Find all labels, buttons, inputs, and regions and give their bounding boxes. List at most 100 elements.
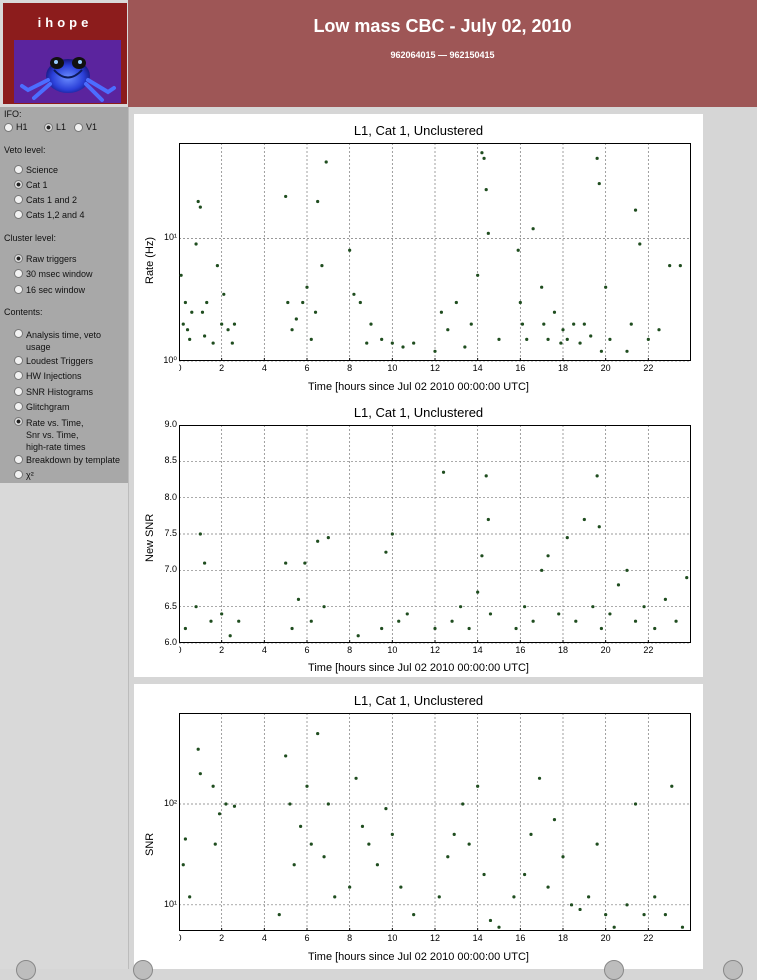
page-header: Low mass CBC - July 02, 2010 962064015 —… bbox=[128, 0, 757, 108]
radio-button[interactable] bbox=[4, 122, 13, 132]
data-point bbox=[352, 292, 356, 296]
ifo-option-l1[interactable]: L1 bbox=[44, 122, 66, 132]
radio-button[interactable] bbox=[14, 165, 23, 174]
radio-button[interactable] bbox=[74, 122, 83, 132]
data-point bbox=[561, 855, 565, 859]
data-point bbox=[469, 322, 473, 326]
contents-option-analysis-time[interactable]: Analysis time, veto usage bbox=[14, 329, 101, 353]
radio-button[interactable] bbox=[14, 387, 23, 396]
cluster-option-raw[interactable]: Raw triggers bbox=[14, 254, 77, 264]
data-point bbox=[531, 227, 535, 231]
data-point bbox=[384, 807, 388, 811]
data-point bbox=[290, 328, 294, 332]
data-point bbox=[217, 812, 222, 816]
data-point bbox=[399, 885, 403, 889]
radio-button[interactable] bbox=[14, 470, 23, 479]
radio-button-selected[interactable] bbox=[14, 417, 23, 426]
x-tick-label: 20 bbox=[601, 933, 611, 943]
contents-option-breakdown[interactable]: Breakdown by template bbox=[14, 455, 120, 465]
data-point bbox=[454, 300, 458, 305]
contents-option-glitchgram[interactable]: Glitchgram bbox=[14, 402, 70, 412]
data-point bbox=[546, 337, 550, 342]
data-point bbox=[205, 300, 209, 305]
data-point bbox=[582, 517, 586, 522]
data-point bbox=[194, 242, 198, 246]
data-point bbox=[303, 561, 307, 565]
data-point bbox=[181, 322, 185, 326]
data-point bbox=[680, 925, 685, 929]
data-point bbox=[222, 292, 226, 296]
data-point bbox=[452, 832, 456, 836]
data-point bbox=[461, 802, 465, 806]
y-tick-label: 7.5 bbox=[164, 528, 177, 538]
data-point bbox=[401, 345, 405, 349]
cluster-option-30ms[interactable]: 30 msec window bbox=[14, 269, 93, 279]
x-tick-label: 14 bbox=[473, 645, 483, 655]
x-tick-label: 18 bbox=[558, 933, 568, 943]
contents-heading: Contents: bbox=[4, 307, 43, 317]
radio-button[interactable] bbox=[14, 371, 23, 380]
y-tick-label: 8.5 bbox=[164, 455, 177, 466]
radio-button-selected[interactable] bbox=[44, 122, 53, 132]
data-point bbox=[463, 345, 467, 349]
radio-button[interactable] bbox=[14, 269, 23, 278]
data-point bbox=[211, 784, 215, 788]
contents-option-rate-vs-time[interactable]: Rate vs. Time, Snr vs. Time, high-rate tim… bbox=[14, 417, 86, 453]
contents-option-chi-squared[interactable]: χ² bbox=[14, 470, 34, 480]
data-point bbox=[569, 903, 574, 907]
x-tick-label: 20 bbox=[601, 363, 611, 373]
data-point bbox=[277, 912, 281, 917]
logo[interactable]: ihope bbox=[3, 3, 127, 104]
data-point bbox=[405, 612, 409, 616]
scroll-handle[interactable] bbox=[16, 960, 36, 980]
data-point bbox=[203, 334, 207, 338]
radio-button[interactable] bbox=[14, 329, 23, 338]
data-point bbox=[284, 754, 288, 758]
data-point bbox=[412, 341, 416, 345]
main-content: L1, Cat 1, Unclustered Rate (Hz) 0246810… bbox=[128, 107, 757, 980]
data-point bbox=[604, 285, 608, 289]
option-label: SNR Histograms bbox=[26, 387, 94, 397]
data-point bbox=[356, 634, 360, 638]
cluster-option-16s[interactable]: 16 sec window bbox=[14, 285, 85, 295]
scroll-handle[interactable] bbox=[133, 960, 153, 980]
radio-button[interactable] bbox=[14, 402, 23, 411]
ifo-option-v1[interactable]: V1 bbox=[74, 122, 97, 132]
radio-button[interactable] bbox=[14, 210, 23, 219]
veto-option-cats124[interactable]: Cats 1,2 and 4 bbox=[14, 210, 85, 220]
x-tick-label: 2 bbox=[219, 933, 224, 943]
data-point bbox=[232, 804, 237, 808]
y-tick-label: 6.5 bbox=[164, 600, 177, 611]
data-point bbox=[412, 912, 416, 917]
data-point bbox=[322, 855, 326, 859]
contents-option-loudest[interactable]: Loudest Triggers bbox=[14, 356, 93, 366]
chart-title: L1, Cat 1, Unclustered bbox=[353, 693, 484, 708]
data-point bbox=[578, 341, 582, 345]
veto-heading: Veto level: bbox=[4, 145, 46, 155]
x-tick-label: 10 bbox=[387, 363, 397, 373]
scroll-handle[interactable] bbox=[723, 960, 743, 980]
radio-button-selected[interactable] bbox=[14, 254, 23, 263]
contents-option-hw-injections[interactable]: HW Injections bbox=[14, 371, 82, 381]
radio-button[interactable] bbox=[14, 285, 23, 294]
y-tick-label: 9.0 bbox=[164, 419, 177, 429]
veto-option-cats12[interactable]: Cats 1 and 2 bbox=[14, 195, 77, 205]
x-tick-label: 16 bbox=[515, 363, 525, 373]
scroll-handle[interactable] bbox=[604, 960, 624, 980]
veto-option-science[interactable]: Science bbox=[14, 165, 58, 175]
veto-option-cat1[interactable]: Cat 1 bbox=[14, 180, 48, 190]
x-tick-label: 8 bbox=[347, 645, 352, 655]
radio-button[interactable] bbox=[14, 455, 23, 464]
data-point bbox=[237, 619, 241, 623]
chart-title: L1, Cat 1, Unclustered bbox=[353, 123, 484, 138]
x-tick-label: 0 bbox=[179, 933, 182, 943]
data-point bbox=[663, 597, 667, 601]
radio-button[interactable] bbox=[14, 195, 23, 204]
radio-button-selected[interactable] bbox=[14, 180, 23, 189]
x-tick-label: 22 bbox=[643, 933, 653, 943]
option-label: Science bbox=[26, 165, 59, 175]
ifo-option-h1[interactable]: H1 bbox=[4, 122, 28, 132]
contents-option-snr-histograms[interactable]: SNR Histograms bbox=[14, 387, 93, 397]
radio-button[interactable] bbox=[14, 356, 23, 365]
option-label: Cats 1 and 2 bbox=[26, 195, 78, 205]
